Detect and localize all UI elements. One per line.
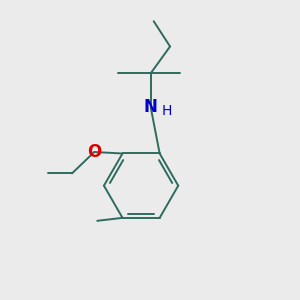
Text: N: N (144, 98, 158, 116)
Text: O: O (87, 143, 101, 161)
Text: H: H (162, 104, 172, 118)
